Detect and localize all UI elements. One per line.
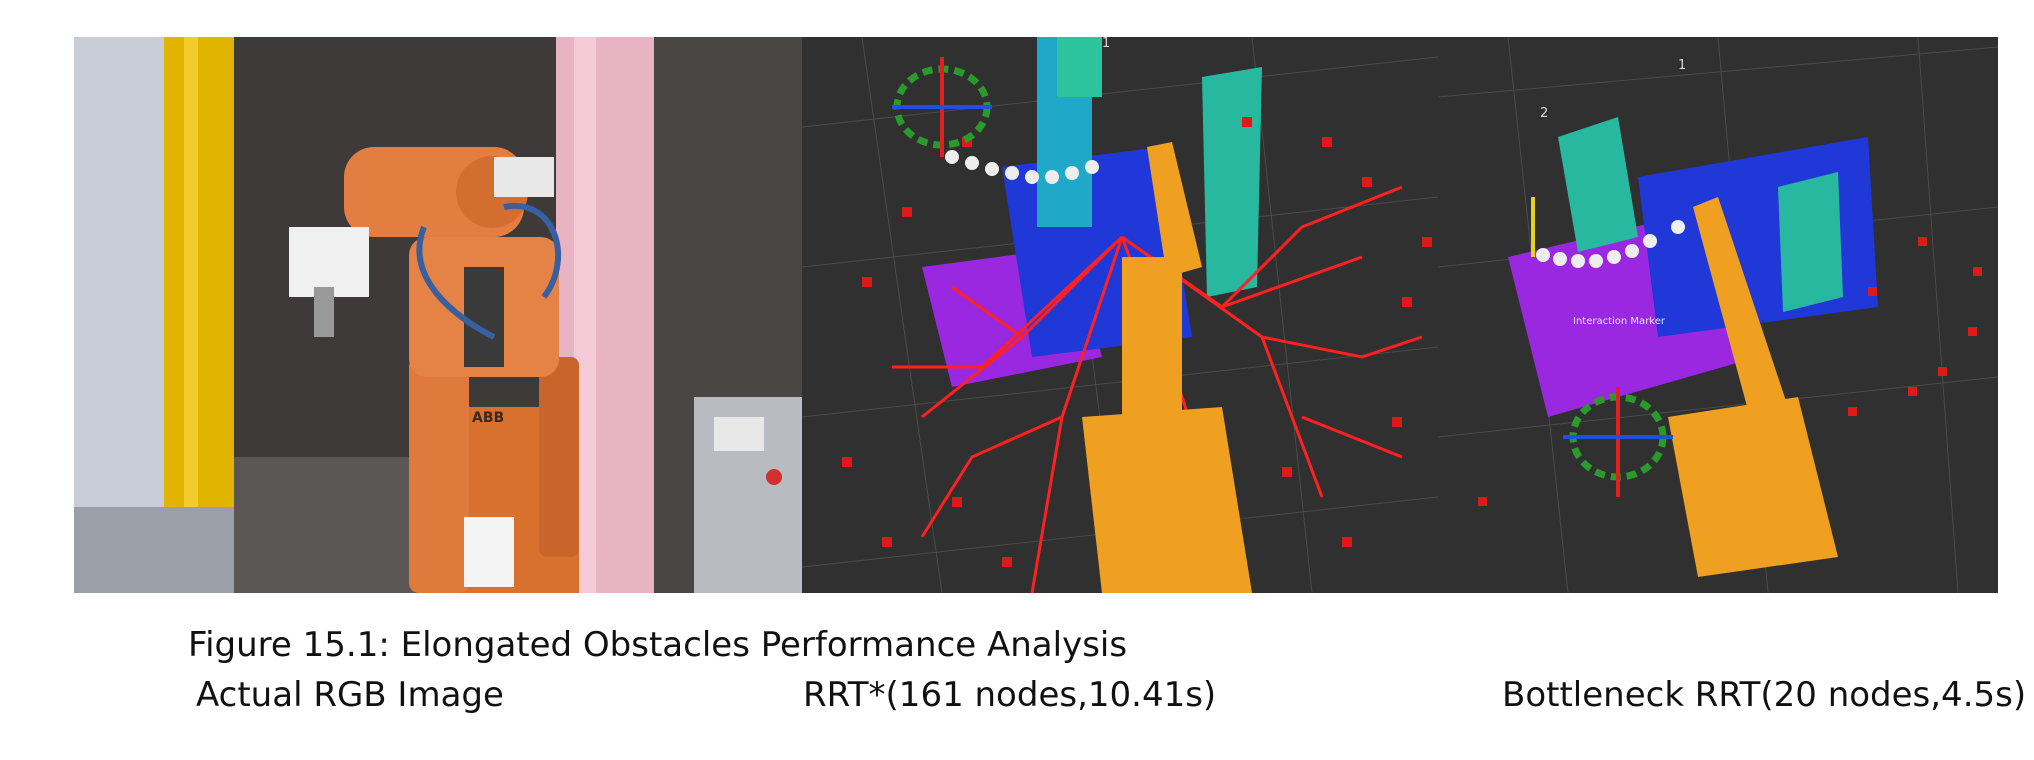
abb-logo: ABB [472,410,504,426]
interaction-marker [892,57,992,157]
teal-column [1202,67,1262,297]
left-wall [74,37,164,593]
bottleneck-rrt-panel: 1 2 Interaction Marker [1438,37,1998,593]
abb-robot-arm: ABB [289,147,579,593]
panel-label-rgb: Actual RGB Image [196,675,504,715]
rrt-star-render: 1 [802,37,1438,593]
sim-robot [1082,142,1252,593]
rgb-photo: ABB [74,37,802,593]
sample-nodes [1478,237,1982,506]
teal-block-left [1558,117,1638,252]
panel-label-rrt-star: RRT*(161 nodes,10.41s) [803,675,1217,715]
sim-robot [1668,197,1838,577]
interaction-marker-label: Interaction Marker [1573,316,1666,327]
panel-label-bottleneck-rrt: Bottleneck RRT(20 nodes,4.5s) [1502,675,2027,715]
yellow-pole [164,37,234,593]
grid-mark-label-1: 1 [1678,58,1686,73]
trajectory-points [1536,220,1685,268]
rgb-photo-panel: ABB [74,37,802,593]
figure-caption: Figure 15.1: Elongated Obstacles Perform… [188,625,1128,665]
interaction-marker [1563,387,1673,497]
grid-mark-label: 1 [1102,37,1110,51]
trajectory-points [945,150,1099,184]
bottleneck-rrt-render: 1 2 Interaction Marker [1438,37,1998,593]
rrt-star-panel: 1 [802,37,1438,593]
sample-nodes [842,117,1432,567]
grid-mark-label-2: 2 [1540,106,1548,121]
teal-block-right [1778,172,1843,312]
